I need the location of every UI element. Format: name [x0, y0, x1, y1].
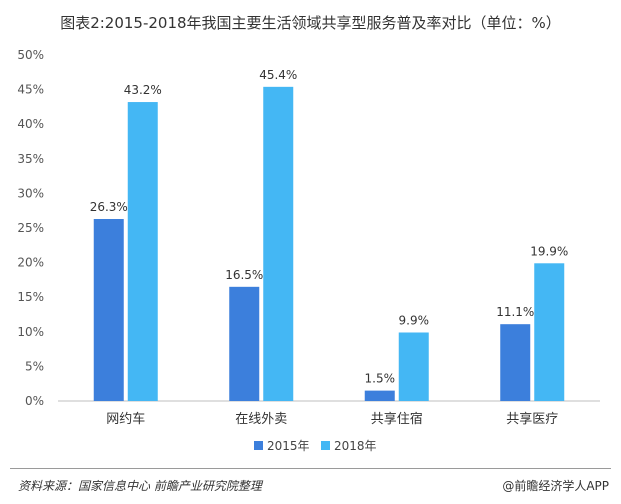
x-category-label: 网约车 [106, 411, 145, 427]
y-tick-label: 35% [17, 152, 44, 166]
footer-divider [10, 468, 611, 469]
bar-2015 [364, 390, 395, 401]
y-tick-label: 10% [17, 325, 44, 339]
data-label: 26.3% [90, 200, 128, 214]
data-label: 9.9% [399, 313, 430, 327]
data-label: 1.5% [365, 372, 396, 386]
legend-label: 2018年 [334, 439, 377, 453]
bar-2018 [263, 86, 294, 401]
y-tick-label: 25% [17, 221, 44, 235]
data-label: 16.5% [225, 268, 263, 282]
bar-2018 [127, 102, 158, 401]
y-tick-label: 0% [25, 394, 44, 408]
data-label: 45.4% [259, 68, 297, 82]
y-tick-label: 45% [17, 83, 44, 97]
legend-swatch [254, 441, 263, 450]
legend: 2015年 2018年 [254, 439, 377, 453]
bar-chart: 0% 5% 10% 15% 20% 25% 30% 35% 40% 45% 50% 26.3% 43.… [17, 48, 600, 453]
bar-2018 [534, 263, 565, 401]
chart-title: 图表2:2015-2018年我国主要生活领域共享型服务普及率对比（单位：%） [60, 14, 561, 32]
bar-2015 [500, 324, 531, 401]
data-label: 11.1% [496, 305, 534, 319]
data-label: 43.2% [124, 83, 162, 97]
y-tick-label: 20% [17, 256, 44, 270]
x-category-label: 在线外卖 [235, 412, 287, 427]
y-tick-label: 15% [17, 290, 44, 304]
source-note: 资料来源：国家信息中心 前瞻产业研究院整理 [18, 479, 262, 493]
bar-2015 [229, 286, 260, 401]
y-tick-label: 50% [17, 48, 44, 62]
x-category-label: 共享医疗 [506, 411, 558, 427]
bar-2015 [93, 219, 124, 401]
bar-2018 [398, 332, 429, 401]
bars-group: 26.3% 43.2% 16.5% 45.4% 1.5% 9.9% 11.1% 19.9% [90, 68, 568, 401]
legend-swatch [321, 441, 330, 450]
y-tick-label: 30% [17, 186, 44, 200]
brand-credit: @前瞻经济学人APP [502, 479, 609, 493]
legend-label: 2015年 [267, 439, 310, 453]
x-category-label: 共享住宿 [371, 411, 423, 427]
y-tick-label: 5% [25, 359, 44, 373]
category-labels: 网约车 在线外卖 共享住宿 共享医疗 [106, 411, 558, 427]
data-label: 19.9% [530, 244, 568, 258]
y-tick-label: 40% [17, 117, 44, 131]
y-axis: 0% 5% 10% 15% 20% 25% 30% 35% 40% 45% 50% [17, 48, 44, 408]
